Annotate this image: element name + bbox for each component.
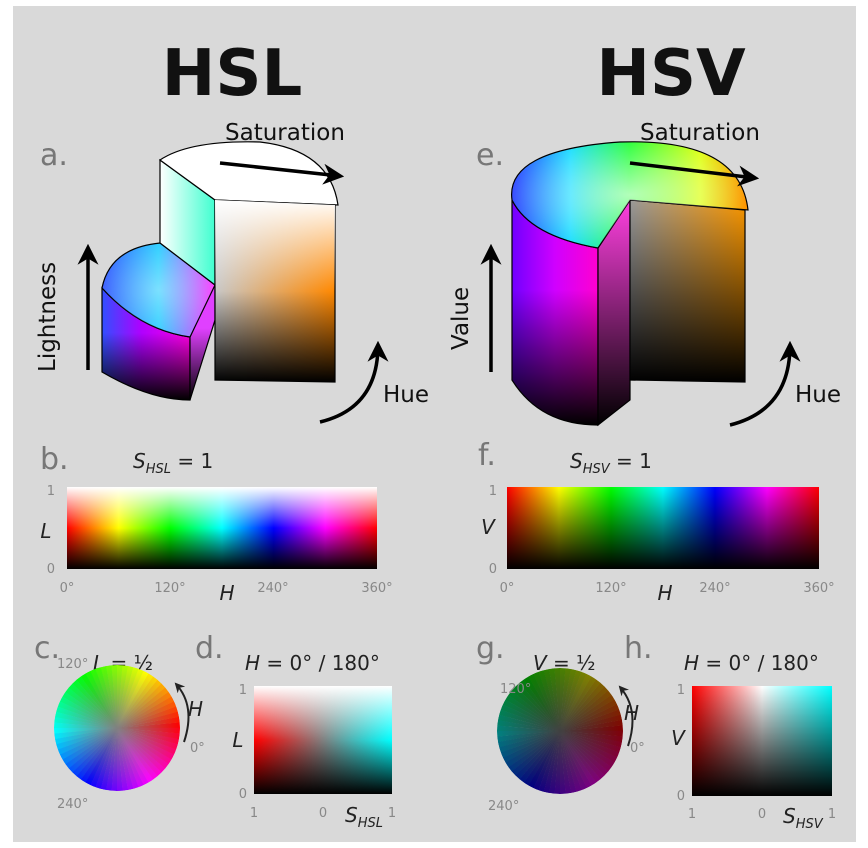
hsl-hue-arrow bbox=[319, 340, 389, 424]
slice-hsl-y-label: L bbox=[232, 728, 243, 752]
panel-letter-c: c. bbox=[34, 631, 60, 666]
slice-hsl-y-bottom: 0 bbox=[239, 787, 247, 802]
slice-hsv-x-label: SHSV bbox=[783, 804, 824, 832]
slice-hsl-equation: H = 0° / 180° bbox=[245, 651, 380, 675]
hsl-saturation-label: Saturation bbox=[225, 120, 345, 146]
hsv-title: HSV bbox=[596, 37, 746, 111]
slice-hsl-x-left: 1 bbox=[250, 806, 258, 821]
slice-hsl-x-label: SHSL bbox=[345, 803, 383, 831]
strip-hsl-x-tick-2: 240° bbox=[257, 581, 288, 596]
strip-hsv-x-tick-3: 360° bbox=[803, 581, 834, 596]
disk-hsv-hue-arrow bbox=[618, 685, 634, 747]
disk-hsl-tick-120: 120° bbox=[57, 657, 88, 672]
disk-hsv-h-label: H bbox=[624, 701, 639, 725]
hsv-hue-label: Hue bbox=[795, 382, 841, 408]
hsl-title: HSL bbox=[162, 37, 302, 111]
hsv-cylinder bbox=[511, 141, 749, 427]
disk-hsv-tick-240: 240° bbox=[488, 799, 519, 814]
strip-hsl-x-tick-1: 120° bbox=[154, 581, 185, 596]
hsl-lightness-label: Lightness bbox=[35, 262, 61, 372]
slice-hsv-y-label: V bbox=[671, 726, 686, 750]
slice-hsl-y-top: 1 bbox=[239, 683, 247, 698]
hsv-value-label: Value bbox=[448, 287, 474, 350]
strip-hsl-y-label: L bbox=[40, 519, 51, 543]
disk-hsl-center bbox=[54, 665, 180, 791]
strip-hsl-y-bottom: 0 bbox=[47, 562, 55, 577]
disk-hsl-h-label: H bbox=[188, 697, 203, 721]
slice-hsv-x-left: 1 bbox=[688, 807, 696, 822]
panel-letter-d: d. bbox=[195, 631, 224, 666]
hsl-saturation-arrow bbox=[219, 161, 345, 185]
slice-hsv-y-top: 1 bbox=[677, 683, 685, 698]
strip-hsl-equation: SHSL = 1 bbox=[133, 449, 213, 477]
hsl-hue-label: Hue bbox=[383, 382, 429, 408]
strip-hsl-x-label: H bbox=[219, 581, 234, 605]
slice-hsv bbox=[692, 686, 832, 796]
strip-hsv-x-tick-1: 120° bbox=[595, 581, 626, 596]
slice-hsv-equation: H = 0° / 180° bbox=[684, 651, 819, 675]
disk-hsv-tick-0: 0° bbox=[630, 741, 645, 756]
panel-letter-e: e. bbox=[476, 138, 504, 173]
slice-hsl-x-mid: 0 bbox=[319, 806, 327, 821]
slice-hsl bbox=[254, 686, 392, 794]
slice-hsv-x-mid: 0 bbox=[758, 807, 766, 822]
strip-hsl-x-tick-0: 0° bbox=[60, 581, 75, 596]
panel-letter-b: b. bbox=[40, 442, 69, 477]
disk-hsl-hue-arrow bbox=[174, 682, 190, 743]
strip-hsv-x-tick-2: 240° bbox=[699, 581, 730, 596]
slice-hsl-x-right: 1 bbox=[388, 806, 396, 821]
disk-hsl-tick-240: 240° bbox=[57, 797, 88, 812]
panel-letter-h: h. bbox=[624, 631, 653, 666]
hsl-cylinder bbox=[101, 141, 339, 401]
strip-hsv-equation: SHSV = 1 bbox=[570, 449, 652, 477]
hsv-hue-arrow bbox=[729, 340, 801, 427]
disk-hsv-center bbox=[497, 668, 623, 794]
strip-hsv-y-top: 1 bbox=[489, 484, 497, 499]
strip-hsv-x-tick-0: 0° bbox=[500, 581, 515, 596]
strip-hsv-y-label: V bbox=[481, 515, 496, 539]
disk-hsl-tick-0: 0° bbox=[190, 741, 205, 756]
panel-letter-a: a. bbox=[40, 138, 68, 173]
slice-hsv-y-bottom: 0 bbox=[677, 789, 685, 804]
slice-hsv-x-right: 1 bbox=[828, 807, 836, 822]
disk-hsv-tick-120: 120° bbox=[500, 682, 531, 697]
strip-hsl-x-tick-3: 360° bbox=[361, 581, 392, 596]
panel-letter-g: g. bbox=[476, 631, 505, 666]
panel-letter-f: f. bbox=[478, 438, 496, 473]
strip-hsv-x-label: H bbox=[657, 581, 672, 605]
hsv-saturation-label: Saturation bbox=[640, 120, 760, 146]
strip-hsl bbox=[67, 487, 377, 569]
strip-hsv-y-bottom: 0 bbox=[489, 562, 497, 577]
strip-hsv bbox=[507, 487, 819, 569]
strip-hsl-y-top: 1 bbox=[47, 484, 55, 499]
hsv-saturation-arrow bbox=[629, 161, 760, 187]
